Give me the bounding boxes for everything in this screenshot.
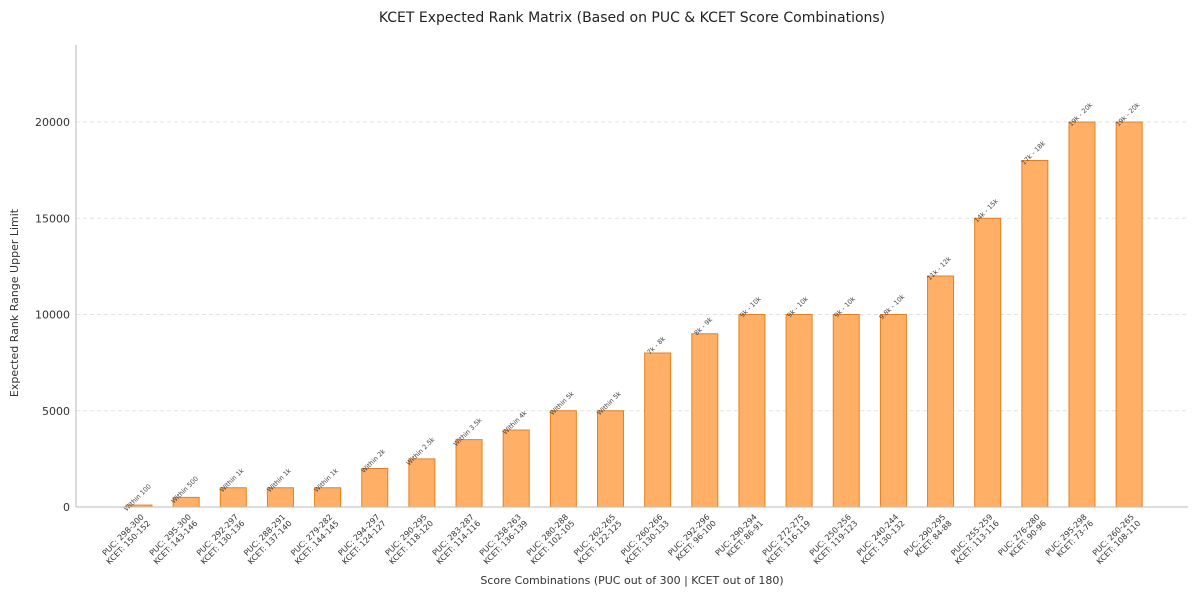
bar <box>644 352 672 508</box>
data-label: Within 100 <box>122 482 153 513</box>
x-axis-label: Score Combinations (PUC out of 300 | KCE… <box>480 574 783 587</box>
y-axis-label: Expected Rank Range Upper Limit <box>8 208 21 397</box>
y-tick-label: 5000 <box>42 405 70 418</box>
bar <box>879 314 907 508</box>
y-tick-labels: 0 5000 10000 15000 20000 <box>35 116 70 514</box>
y-tick-label: 20000 <box>35 116 70 129</box>
bar <box>408 458 436 508</box>
bar <box>455 439 483 508</box>
bar <box>1021 160 1049 508</box>
grid <box>76 121 1188 412</box>
bar <box>597 410 624 508</box>
chart-title: KCET Expected Rank Matrix (Based on PUC … <box>379 10 885 26</box>
bar <box>361 468 389 508</box>
y-tick-label: 10000 <box>35 309 70 322</box>
y-tick-label: 0 <box>63 501 70 514</box>
bar <box>1115 121 1143 508</box>
bar <box>691 333 719 508</box>
bar <box>785 314 813 508</box>
bar <box>974 217 1002 508</box>
bar <box>738 314 766 508</box>
bar <box>549 410 577 508</box>
y-tick-label: 15000 <box>35 212 70 225</box>
bar <box>832 314 860 508</box>
bars <box>125 121 1143 508</box>
bar <box>502 429 530 508</box>
bar <box>1068 121 1096 508</box>
bar <box>927 275 955 508</box>
